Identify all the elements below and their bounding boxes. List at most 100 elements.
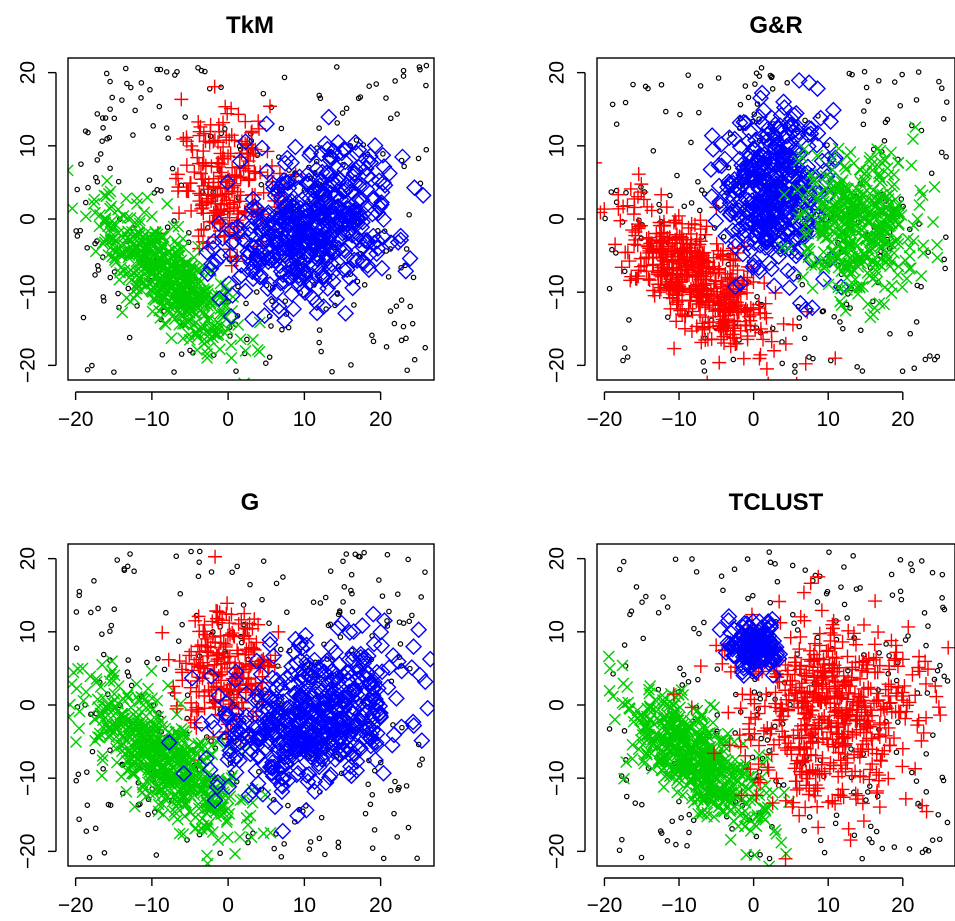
data-point [75, 771, 82, 778]
data-point [318, 140, 336, 158]
data-point [108, 622, 115, 629]
data-point [152, 291, 165, 304]
data-point [622, 99, 629, 106]
data-point [202, 68, 208, 75]
data-point [194, 223, 209, 238]
data-point [213, 635, 228, 650]
data-point [743, 318, 758, 333]
data-point [938, 149, 945, 156]
data-point [392, 231, 410, 249]
data-point [128, 216, 141, 229]
data-point [341, 584, 348, 590]
data-point [186, 229, 192, 236]
data-point [212, 605, 227, 620]
data-point [383, 736, 401, 754]
data-point [757, 851, 763, 858]
data-point [634, 185, 649, 200]
data-point [785, 317, 800, 332]
data-point [209, 773, 227, 791]
data-point [258, 231, 276, 249]
data-point [760, 254, 778, 272]
data-point [296, 626, 314, 644]
data-point [258, 115, 276, 133]
data-point [745, 94, 752, 101]
data-point [845, 199, 858, 212]
data-point [367, 801, 374, 808]
data-point [820, 308, 827, 314]
data-point [100, 651, 107, 658]
data-point [620, 357, 626, 364]
data-point [241, 818, 254, 831]
data-point [275, 171, 293, 189]
data-point [178, 799, 191, 812]
data-point [184, 295, 197, 308]
data-point [835, 282, 848, 295]
data-point [821, 849, 828, 856]
data-point [236, 662, 251, 677]
data-point [290, 220, 308, 238]
data-point [328, 290, 346, 308]
data-point [199, 802, 212, 815]
panel-title: TCLUST [729, 489, 824, 516]
data-point [361, 282, 368, 288]
data-point [850, 553, 856, 559]
data-point [249, 774, 267, 792]
data-point [116, 306, 129, 319]
data-point [392, 227, 410, 245]
data-point [693, 222, 708, 237]
data-point [273, 769, 291, 787]
data-point [261, 636, 279, 653]
data-point [125, 738, 138, 751]
data-point [349, 203, 367, 221]
data-point [888, 178, 901, 191]
data-point [868, 823, 874, 830]
data-point [53, 128, 64, 139]
data-point [731, 208, 749, 226]
data-point [239, 243, 257, 261]
data-point [227, 195, 242, 210]
data-point [709, 236, 724, 251]
data-point [403, 659, 421, 677]
data-point [80, 685, 93, 698]
data-point [258, 162, 276, 180]
data-point [332, 737, 350, 755]
data-point [337, 176, 355, 194]
data-point [119, 97, 125, 103]
data-point [160, 747, 173, 760]
data-point [694, 335, 709, 350]
data-point [285, 324, 292, 331]
data-point [117, 231, 130, 244]
data-point [167, 289, 180, 302]
data-point [864, 789, 871, 795]
data-point [102, 703, 115, 716]
data-point [228, 218, 246, 236]
data-point [899, 368, 906, 375]
data-point [681, 203, 688, 210]
data-point [863, 84, 870, 91]
data-point [322, 851, 328, 858]
data-point [383, 95, 389, 101]
data-point [251, 268, 269, 286]
data-point [268, 323, 274, 329]
data-point [921, 610, 928, 616]
data-point [178, 810, 191, 823]
data-point [313, 163, 331, 181]
data-point [780, 782, 787, 788]
data-point [383, 248, 390, 254]
data-point [122, 691, 135, 704]
data-point [73, 609, 80, 615]
data-point [383, 344, 390, 350]
data-point [627, 237, 642, 252]
data-point [220, 778, 238, 796]
data-point [802, 185, 815, 198]
data-point [837, 243, 850, 256]
data-point [663, 108, 669, 115]
data-point [623, 777, 630, 783]
data-point [137, 699, 150, 712]
data-point [270, 297, 288, 315]
data-point [411, 356, 418, 363]
data-point [144, 755, 157, 768]
data-point [393, 303, 400, 309]
data-point [68, 698, 76, 711]
